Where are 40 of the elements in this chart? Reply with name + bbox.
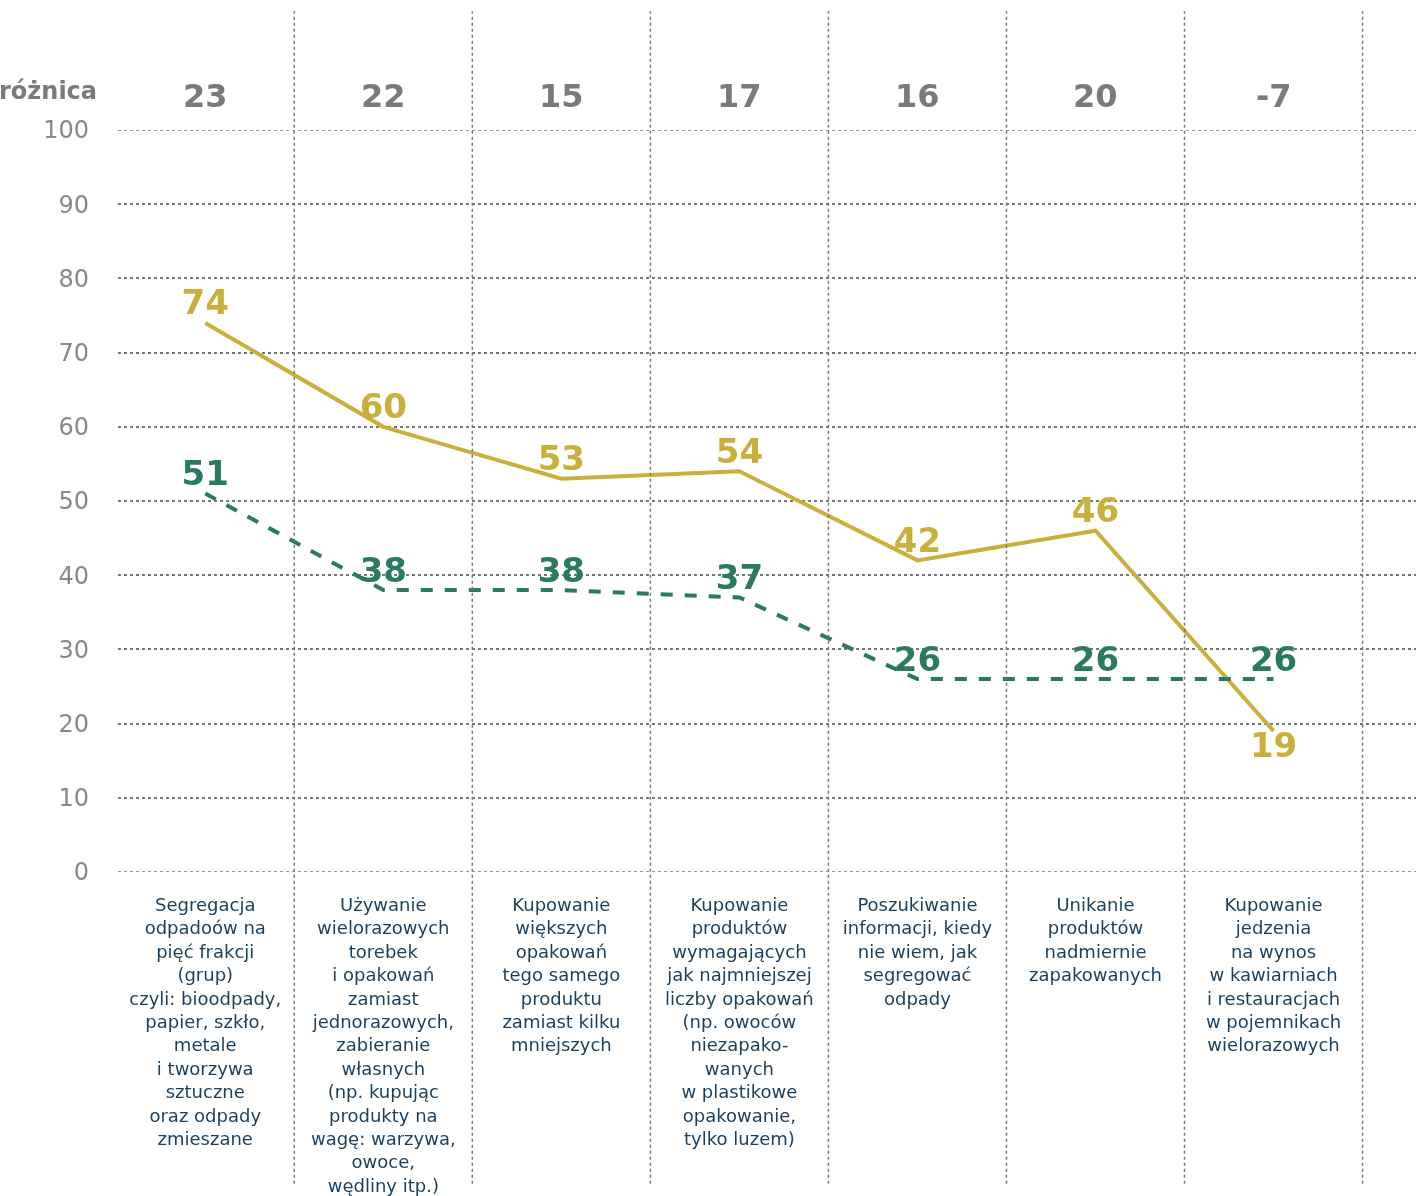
data-label: 46	[1071, 490, 1120, 531]
y-tick-label: 0	[73, 858, 89, 887]
y-tick-label: 70	[58, 339, 89, 367]
data-label: 51	[181, 453, 229, 494]
text: -7	[1256, 77, 1292, 115]
data-label: 38	[359, 549, 407, 590]
data-label: 38	[537, 549, 586, 590]
data-label: 54	[715, 430, 764, 471]
data-label: 26	[893, 638, 942, 679]
data-label: 26	[1249, 638, 1298, 679]
x-tick-label: Kupowanie większych opakowań tego samego produktu zamiast kilku mniejszych	[502, 894, 621, 1056]
data-label: 19	[1249, 724, 1298, 765]
x-tick-label: Poszukiwanie informacji, kiedy nie wiem, jak segregować odpady	[842, 894, 993, 1009]
text: 17	[717, 77, 762, 115]
y-tick-label: 100	[43, 116, 89, 145]
category-label: Kupowanie produktów wymagających jak najmniejszej liczby opakowań (np. owoców niezapako- wanych w plastikowe opakowanie, tylko luzem)	[665, 894, 814, 1149]
y-tick-label: 40	[58, 561, 89, 590]
text: 20	[1073, 77, 1118, 115]
text: 16	[895, 77, 940, 115]
y-tick-label: 10	[58, 784, 89, 813]
x-tick-label: Kupowanie jedzenia na wynos w kawiarniach i restauracjach w pojemnikach wielorazowych	[1205, 894, 1342, 1056]
data-label: 53	[537, 438, 586, 479]
category-label: Segregacja odpadoów na pięć frakcji (grup) czyli: bioodpady, papier, szkło, metale i tworzywa sztuczne oraz odpady zmieszane	[129, 894, 282, 1149]
text: różnica	[0, 77, 98, 105]
data-label: 60	[359, 386, 407, 427]
data-label: 74	[181, 282, 229, 323]
x-tick-label: Unikanie produktów nadmiernie zapakowanych	[1029, 894, 1162, 986]
text: 23	[183, 77, 228, 115]
category-label: Używanie wielorazowych torebek i opakowań zamiast jednorazowych, zabieranie własnych (np. kupując produkty na wagę: warzywa, owoce, wędliny itp.)	[310, 894, 456, 1196]
text: 22	[361, 77, 406, 115]
y-tick-label: 90	[58, 190, 89, 219]
y-tick-label: 50	[58, 487, 89, 516]
y-tick-label: 60	[58, 413, 89, 442]
y-tick-label: 30	[58, 635, 89, 664]
y-tick-label: 80	[58, 264, 89, 293]
data-label: 26	[1071, 638, 1120, 679]
text: 15	[539, 77, 584, 115]
data-label: 42	[893, 519, 942, 560]
data-label: 37	[715, 556, 764, 597]
y-tick-label: 20	[58, 710, 89, 738]
